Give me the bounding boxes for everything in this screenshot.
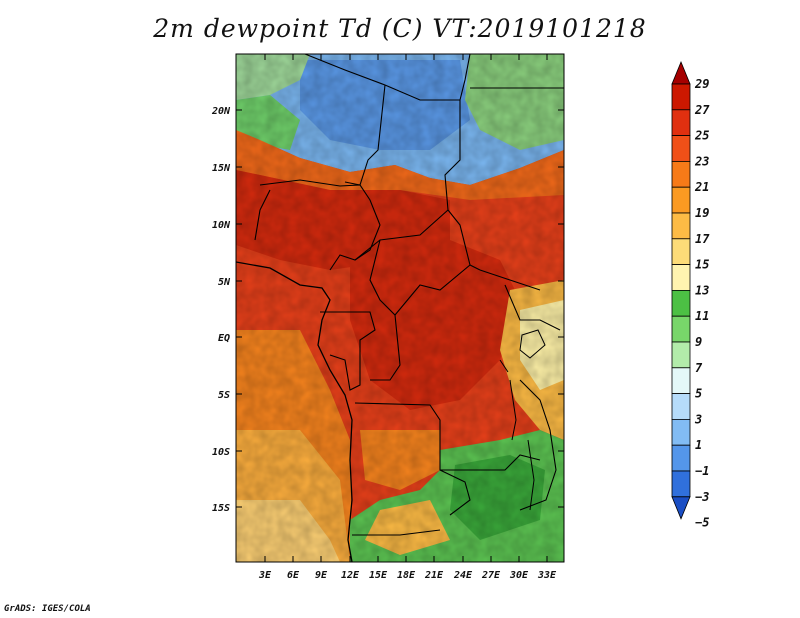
map-frame bbox=[235, 53, 565, 563]
colorbar-swatch bbox=[671, 367, 691, 394]
lon-label: 27E bbox=[481, 570, 501, 581]
colorbar-label: 9 bbox=[695, 335, 702, 349]
colorbar-label: 5 bbox=[695, 387, 702, 401]
colorbar-swatch bbox=[671, 289, 691, 317]
colorbar-label: 7 bbox=[695, 361, 703, 375]
lon-label: 33E bbox=[537, 570, 557, 581]
colorbar-swatch bbox=[671, 212, 691, 240]
colorbar-swatch bbox=[671, 160, 691, 188]
lon-label: 9E bbox=[315, 570, 328, 581]
dewpoint-field bbox=[236, 54, 564, 562]
colorbar-label: 13 bbox=[695, 283, 709, 297]
colorbar-swatch bbox=[671, 315, 691, 343]
colorbar-swatch bbox=[671, 418, 691, 446]
lon-label: 12E bbox=[341, 570, 360, 581]
lat-label: 5N bbox=[218, 277, 231, 288]
lat-label: 15N bbox=[212, 163, 231, 174]
colorbar-label: 27 bbox=[694, 103, 710, 117]
lon-label: 15E bbox=[369, 570, 388, 581]
colorbar-label: 23 bbox=[694, 154, 709, 168]
colorbar-swatch bbox=[671, 109, 691, 137]
grads-credit: GrADS: IGES/COLA bbox=[4, 604, 91, 614]
colorbar-swatch bbox=[671, 470, 691, 498]
colorbar-swatch bbox=[671, 238, 691, 266]
colorbar-label: 29 bbox=[694, 77, 709, 91]
lon-label: 30E bbox=[509, 570, 529, 581]
colorbar-label: 19 bbox=[695, 206, 709, 220]
great-lakes bbox=[499, 329, 546, 511]
colorbar-swatch bbox=[671, 444, 691, 472]
colorbar-label: −5 bbox=[695, 516, 709, 530]
map-title: 2m dewpoint Td (C) VT:2019101218 bbox=[153, 14, 647, 43]
lat-label: EQ bbox=[218, 333, 230, 344]
lon-label: 3E bbox=[258, 570, 272, 581]
lon-axis: 3E 6E 9E 12E 15E 18E 21E 24E 27E 30E 33E bbox=[258, 54, 557, 581]
lon-label: 24E bbox=[453, 570, 473, 581]
colorbar-swatch bbox=[671, 264, 691, 291]
colorbar-swatch bbox=[671, 393, 691, 420]
lat-label: 10S bbox=[212, 447, 230, 458]
colorbar-min-arrow bbox=[671, 496, 691, 520]
lon-label: 21E bbox=[424, 570, 444, 581]
colorbar-label: 11 bbox=[695, 309, 709, 323]
lat-axis: 20N 15N 10N 5N EQ 5S 10S 15S bbox=[211, 106, 564, 514]
lon-label: 6E bbox=[287, 570, 300, 581]
colorbar-label: 15 bbox=[695, 258, 709, 272]
colorbar-swatch bbox=[671, 83, 691, 111]
colorbar-label: 1 bbox=[695, 438, 702, 452]
coastline bbox=[236, 261, 353, 562]
colorbar-label: −1 bbox=[695, 464, 709, 478]
colorbar-label: 25 bbox=[694, 129, 709, 143]
lon-label: 18E bbox=[397, 570, 416, 581]
lat-label: 10N bbox=[212, 220, 231, 231]
colorbar-label: −3 bbox=[695, 490, 709, 504]
colorbar: 29 27 25 23 21 19 17 15 13 11 9 7 5 3 1 −1 −3 −5 bbox=[671, 60, 710, 530]
colorbar-label: 21 bbox=[694, 180, 709, 194]
country-borders bbox=[254, 54, 564, 536]
colorbar-max-arrow bbox=[671, 60, 691, 85]
colorbar-swatch bbox=[671, 135, 691, 162]
colorbar-swatch bbox=[671, 341, 691, 369]
lat-label: 15S bbox=[212, 503, 230, 514]
colorbar-label: 3 bbox=[694, 412, 702, 426]
lat-label: 5S bbox=[218, 390, 230, 401]
colorbar-swatch bbox=[671, 186, 691, 214]
lat-label: 20N bbox=[211, 106, 231, 117]
colorbar-label: 17 bbox=[695, 232, 710, 246]
